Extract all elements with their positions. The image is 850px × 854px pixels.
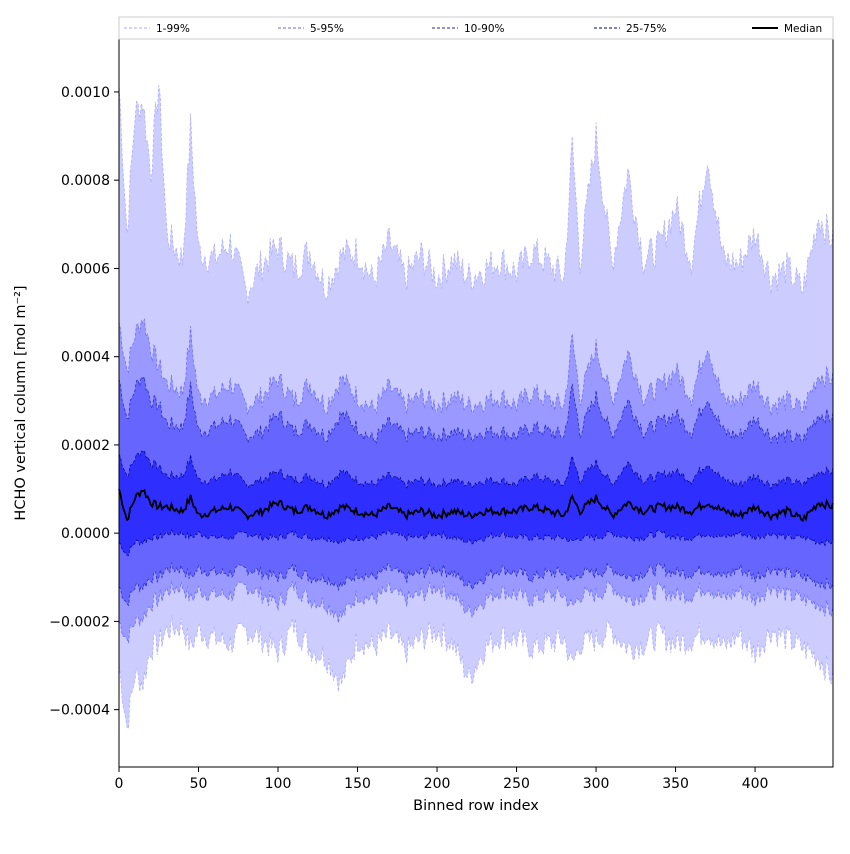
legend: 1-99% 5-95% 10-90% 25-75% Median (118, 16, 834, 40)
x-tick-label: 400 (742, 776, 769, 792)
y-axis-label: HCHO vertical column [mol m⁻²] (13, 285, 29, 520)
x-tick-label: 0 (115, 776, 124, 792)
y-tick-label: 0.0008 (61, 173, 110, 189)
y-tick-label: 0.0002 (61, 438, 110, 454)
band-25-75%-lower-line (118, 528, 834, 556)
legend-label: 1-99% (156, 23, 190, 35)
legend-label: 5-95% (310, 23, 344, 35)
band-5-95%-lower-line (118, 579, 834, 644)
legend-label: 25-75% (626, 23, 667, 35)
x-axis-label: Binned row index (413, 798, 539, 814)
x-tick-label: 300 (583, 776, 610, 792)
median-layer (118, 488, 834, 523)
x-tick-label: 350 (662, 776, 689, 792)
bands-layer (118, 83, 834, 730)
x-axis: 0 50 100 150 200 250 300 350 400 (115, 767, 769, 792)
band-25-75%-upper-line (118, 449, 834, 490)
x-tick-label: 100 (265, 776, 292, 792)
median-line (118, 488, 834, 523)
legend-box (118, 16, 834, 40)
band-1-99%-lower-line (118, 615, 834, 730)
x-tick-label: 150 (344, 776, 371, 792)
band-1-99%-upper-line (118, 83, 834, 305)
y-tick-label: 0.0004 (61, 350, 110, 366)
x-tick-label: 250 (503, 776, 530, 792)
y-tick-label: −0.0004 (49, 703, 110, 719)
band-5-95%-upper-line (118, 318, 834, 416)
legend-label: 10-90% (464, 23, 505, 35)
band-25-75% (119, 450, 833, 556)
legend-label: Median (784, 23, 822, 35)
y-tick-label: 0.0000 (61, 526, 110, 542)
y-axis: −0.0004 −0.0002 0.0000 0.0002 0.0004 0.0006 0.… (49, 85, 119, 719)
x-tick-label: 50 (190, 776, 208, 792)
y-tick-label: 0.0010 (61, 85, 110, 101)
band-10-90%-upper-line (118, 376, 834, 445)
x-tick-label: 200 (424, 776, 451, 792)
y-tick-label: −0.0002 (49, 614, 110, 630)
y-tick-label: 0.0006 (61, 261, 110, 277)
